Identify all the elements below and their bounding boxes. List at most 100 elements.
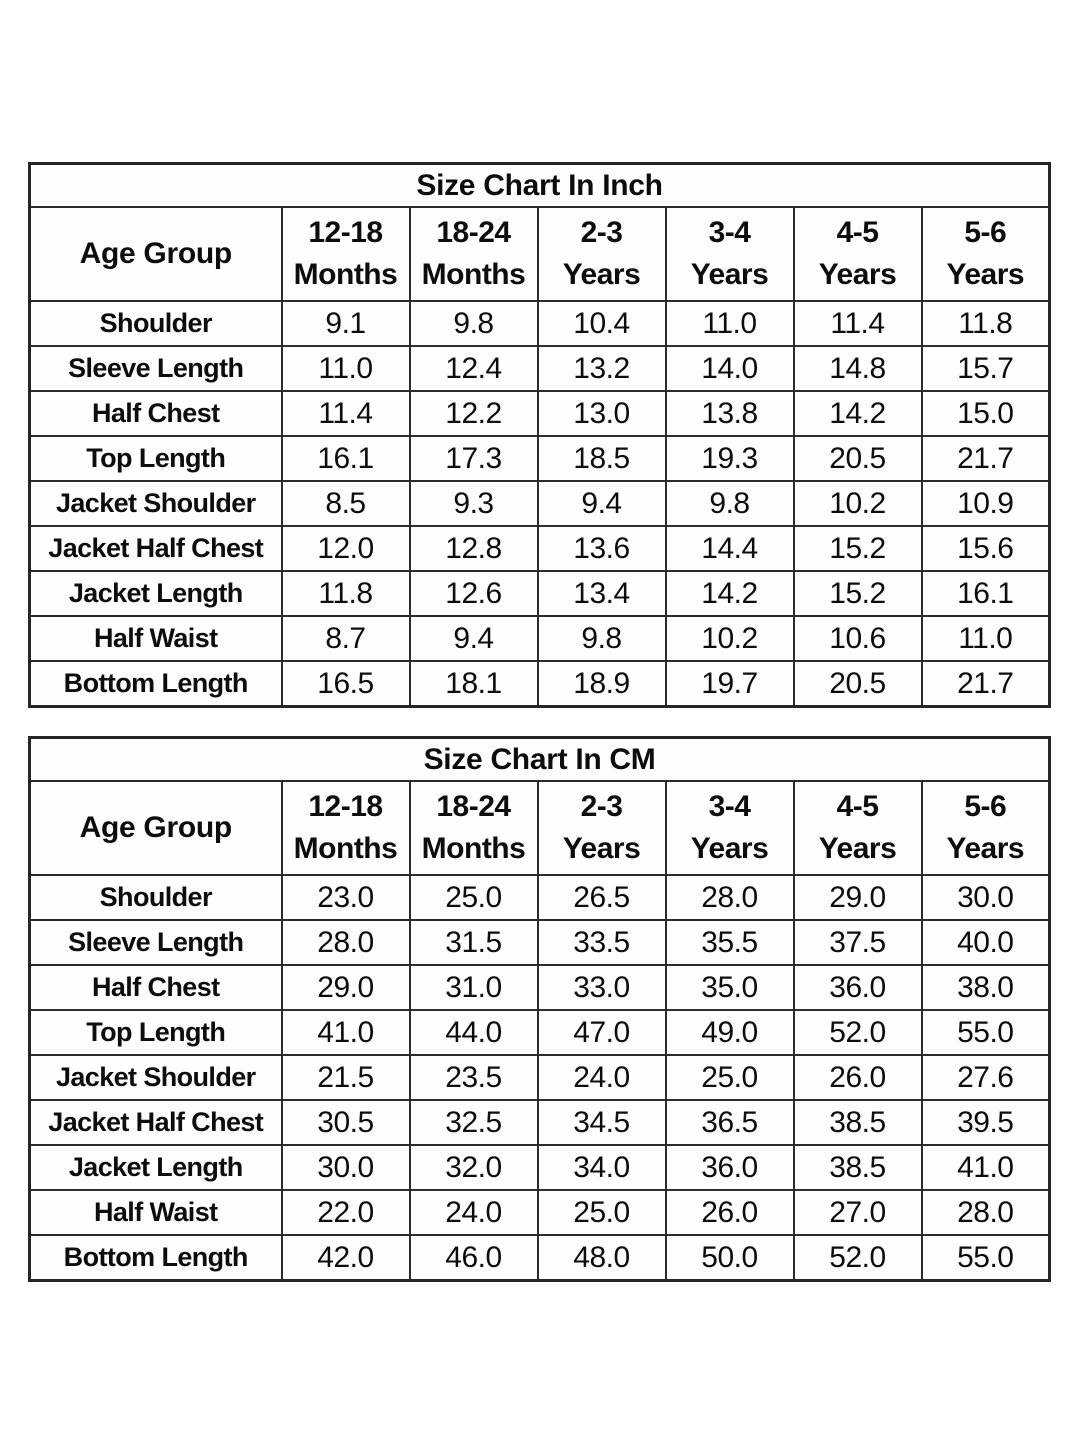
column-header-line: Months: [293, 258, 398, 291]
table-row: Shoulder 23.0 25.0 26.5 28.0 29.0 30.0: [28, 874, 1051, 921]
value-cell: 28.0: [920, 1189, 1051, 1236]
table-title: Size Chart In Inch: [28, 162, 1051, 208]
value-cell: 10.9: [920, 480, 1051, 527]
row-label: Half Waist: [28, 1189, 283, 1236]
column-header-line: Years: [562, 832, 641, 865]
table-row: Half Chest 29.0 31.0 33.0 35.0 36.0 38.0: [28, 964, 1051, 1011]
value-cell: 18.5: [536, 435, 667, 482]
value-cell: 18.9: [536, 660, 667, 708]
value-cell: 32.5: [408, 1099, 539, 1146]
column-header-line: 4-5: [836, 216, 879, 249]
value-cell: 19.7: [664, 660, 795, 708]
table-row: Bottom Length 42.0 46.0 48.0 50.0 52.0 55.0: [28, 1234, 1051, 1282]
value-cell: 26.0: [792, 1054, 923, 1101]
value-cell: 21.7: [920, 660, 1051, 708]
size-chart-cm-section: Size Chart In CM Age Group 12-18 Months 18-2…: [28, 736, 1052, 1282]
value-cell: 30.0: [920, 874, 1051, 921]
value-cell: 14.8: [792, 345, 923, 392]
value-cell: 12.8: [408, 525, 539, 572]
value-cell: 8.7: [280, 615, 411, 662]
table-row: Jacket Half Chest 12.0 12.8 13.6 14.4 15.2 15.…: [28, 525, 1051, 572]
value-cell: 10.4: [536, 300, 667, 347]
value-cell: 50.0: [664, 1234, 795, 1282]
value-cell: 32.0: [408, 1144, 539, 1191]
column-header: 12-18 Months: [280, 206, 411, 302]
table-title-row: Size Chart In CM: [28, 736, 1051, 782]
value-cell: 9.8: [408, 300, 539, 347]
size-table: Size Chart In Inch Age Group 12-18 Months 18…: [28, 162, 1052, 708]
value-cell: 16.1: [920, 570, 1051, 617]
value-cell: 11.0: [664, 300, 795, 347]
row-label: Shoulder: [28, 874, 283, 921]
value-cell: 14.4: [664, 525, 795, 572]
row-label: Half Waist: [28, 615, 283, 662]
value-cell: 17.3: [408, 435, 539, 482]
value-cell: 30.5: [280, 1099, 411, 1146]
value-cell: 34.5: [536, 1099, 667, 1146]
value-cell: 41.0: [920, 1144, 1051, 1191]
value-cell: 26.0: [664, 1189, 795, 1236]
age-group-header: Age Group: [28, 780, 283, 876]
column-header-line: 4-5: [836, 790, 879, 823]
column-header-line: 2-3: [580, 790, 623, 823]
value-cell: 15.2: [792, 525, 923, 572]
value-cell: 38.5: [792, 1144, 923, 1191]
value-cell: 46.0: [408, 1234, 539, 1282]
value-cell: 21.7: [920, 435, 1051, 482]
table-row: Half Waist 8.7 9.4 9.8 10.2 10.6 11.0: [28, 615, 1051, 662]
age-group-header: Age Group: [28, 206, 283, 302]
row-label: Top Length: [28, 435, 283, 482]
value-cell: 48.0: [536, 1234, 667, 1282]
size-charts: Size Chart In Inch Age Group 12-18 Months 18…: [28, 162, 1052, 1282]
value-cell: 36.0: [792, 964, 923, 1011]
column-header: 4-5 Years: [792, 780, 923, 876]
value-cell: 11.0: [280, 345, 411, 392]
table-row: Shoulder 9.1 9.8 10.4 11.0 11.4 11.8: [28, 300, 1051, 347]
value-cell: 13.0: [536, 390, 667, 437]
value-cell: 13.6: [536, 525, 667, 572]
column-header-line: 12-18: [308, 790, 383, 823]
size-chart-inch-section: Size Chart In Inch Age Group 12-18 Months 18…: [28, 162, 1052, 708]
value-cell: 31.5: [408, 919, 539, 966]
table-row: Top Length 16.1 17.3 18.5 19.3 20.5 21.7: [28, 435, 1051, 482]
value-cell: 9.3: [408, 480, 539, 527]
value-cell: 30.0: [280, 1144, 411, 1191]
column-header: 5-6 Years: [920, 206, 1051, 302]
column-header-row: Age Group 12-18 Months 18-24 Months 2-3 Years 3…: [28, 206, 1051, 302]
row-label: Top Length: [28, 1009, 283, 1056]
value-cell: 42.0: [280, 1234, 411, 1282]
value-cell: 55.0: [920, 1009, 1051, 1056]
column-header-line: Months: [421, 832, 526, 865]
value-cell: 15.2: [792, 570, 923, 617]
table-row: Half Waist 22.0 24.0 25.0 26.0 27.0 28.0: [28, 1189, 1051, 1236]
row-label: Jacket Length: [28, 570, 283, 617]
value-cell: 23.5: [408, 1054, 539, 1101]
value-cell: 9.4: [536, 480, 667, 527]
column-header: 18-24 Months: [408, 206, 539, 302]
value-cell: 11.8: [920, 300, 1051, 347]
column-header-line: Years: [690, 258, 769, 291]
value-cell: 9.4: [408, 615, 539, 662]
value-cell: 13.2: [536, 345, 667, 392]
column-header: 12-18 Months: [280, 780, 411, 876]
row-label: Jacket Shoulder: [28, 480, 283, 527]
value-cell: 37.5: [792, 919, 923, 966]
value-cell: 44.0: [408, 1009, 539, 1056]
column-header-row: Age Group 12-18 Months 18-24 Months 2-3 Years 3…: [28, 780, 1051, 876]
value-cell: 15.0: [920, 390, 1051, 437]
value-cell: 41.0: [280, 1009, 411, 1056]
value-cell: 14.2: [792, 390, 923, 437]
table-row: Sleeve Length 11.0 12.4 13.2 14.0 14.8 15.7: [28, 345, 1051, 392]
table-row: Jacket Shoulder 21.5 23.5 24.0 25.0 26.0 27.6: [28, 1054, 1051, 1101]
table-title-row: Size Chart In Inch: [28, 162, 1051, 208]
row-label: Bottom Length: [28, 660, 283, 708]
row-label: Jacket Half Chest: [28, 1099, 283, 1146]
value-cell: 38.0: [920, 964, 1051, 1011]
value-cell: 33.5: [536, 919, 667, 966]
size-table: Size Chart In CM Age Group 12-18 Months 18-2…: [28, 736, 1052, 1282]
value-cell: 18.1: [408, 660, 539, 708]
column-header: 5-6 Years: [920, 780, 1051, 876]
value-cell: 36.5: [664, 1099, 795, 1146]
value-cell: 21.5: [280, 1054, 411, 1101]
value-cell: 33.0: [536, 964, 667, 1011]
